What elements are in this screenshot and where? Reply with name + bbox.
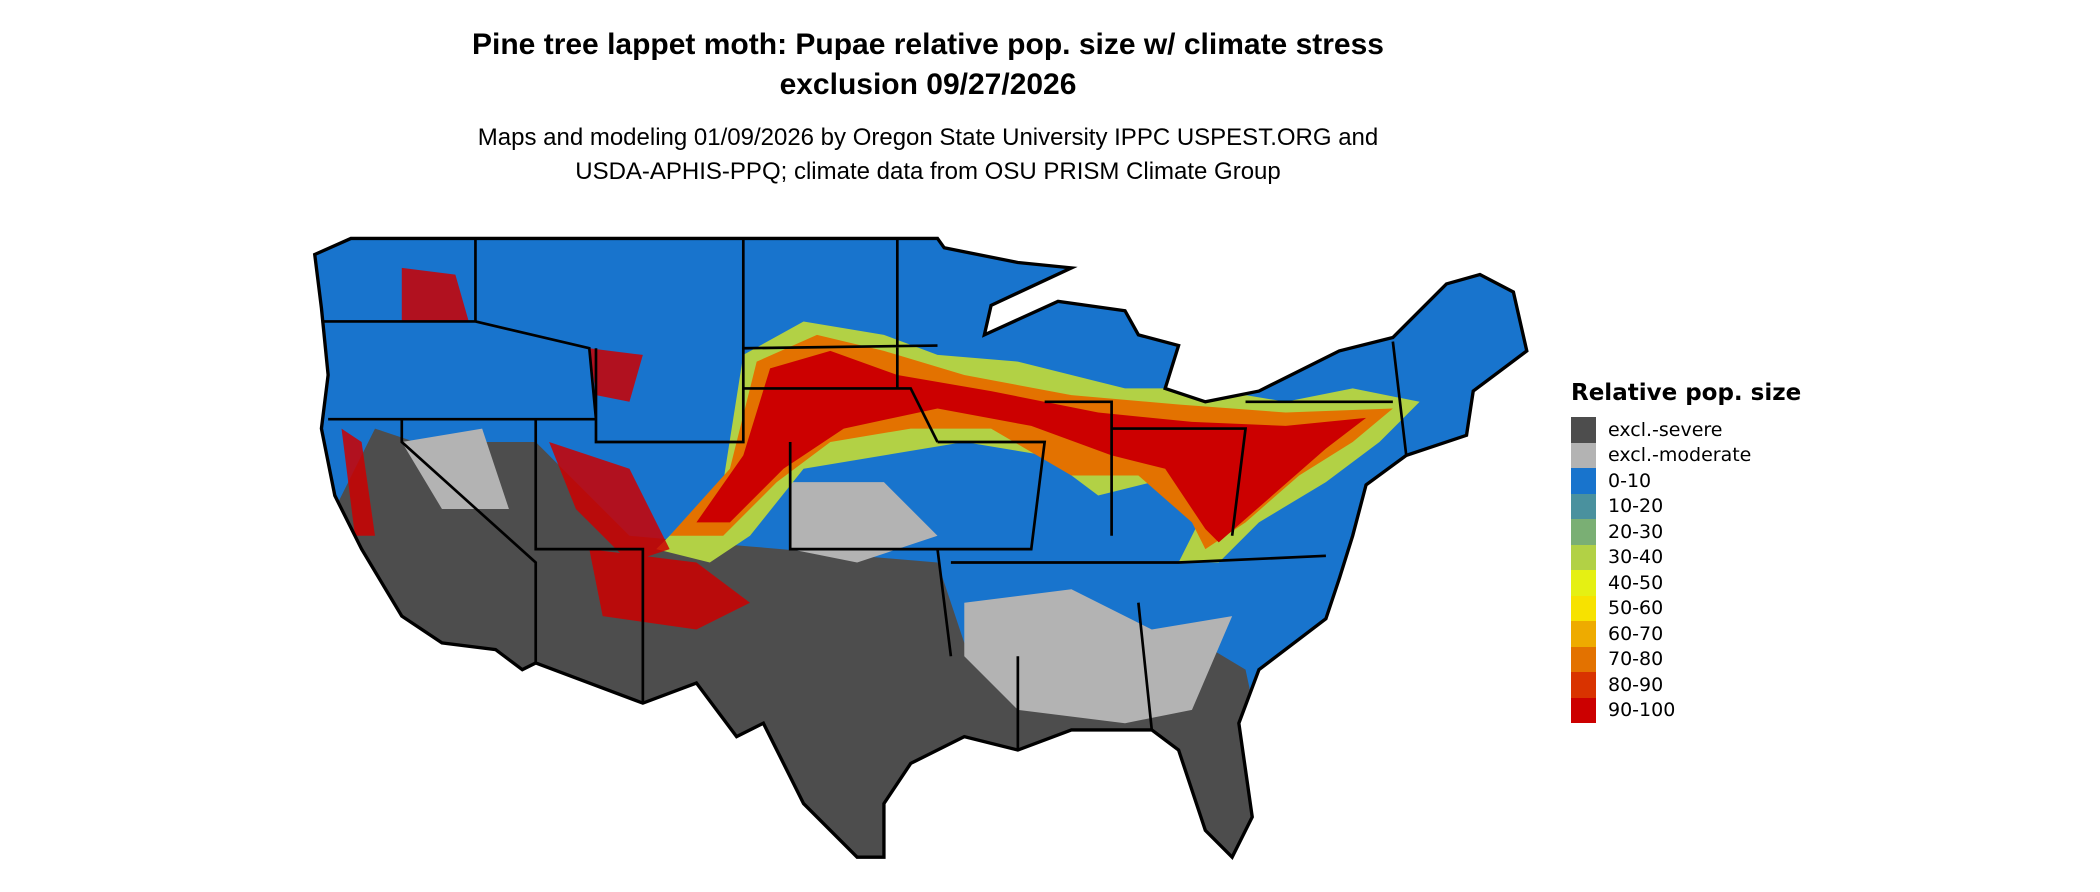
legend-swatch — [1571, 621, 1596, 647]
legend-swatch — [1571, 468, 1596, 494]
legend-label: 70-80 — [1608, 648, 1664, 671]
map-title-line-2: exclusion 09/27/2026 — [779, 68, 1077, 101]
legend-label: excl.-severe — [1608, 418, 1723, 441]
region-mountain-hotspots — [341, 267, 750, 630]
legend-swatch — [1571, 595, 1596, 621]
legend-item: 10-20 — [1571, 493, 1801, 519]
map-title-line-1: Pine tree lappet moth: Pupae relative po… — [472, 28, 1384, 61]
legend-item: 90-100 — [1571, 697, 1801, 723]
legend-swatch — [1571, 544, 1596, 570]
legend-label: 60-70 — [1608, 622, 1664, 645]
legend-label: excl.-moderate — [1608, 444, 1752, 467]
region-90-100 — [696, 350, 1367, 543]
region-excl-moderate — [401, 428, 1233, 724]
legend-item: 40-50 — [1571, 570, 1801, 596]
legend-label: 80-90 — [1608, 673, 1664, 696]
legend-swatch — [1571, 442, 1596, 468]
legend: Relative pop. size excl.-severe excl.-mod… — [1571, 380, 1801, 723]
legend-swatch — [1571, 570, 1596, 596]
legend-item: 20-30 — [1571, 519, 1801, 545]
legend-item: excl.-severe — [1571, 417, 1801, 443]
subtitle-line-1: Maps and modeling 01/09/2026 by Oregon S… — [477, 124, 1379, 151]
legend-label: 0-10 — [1608, 469, 1652, 492]
legend-label: 10-20 — [1608, 495, 1664, 518]
legend-swatch — [1571, 697, 1596, 723]
legend-item: 80-90 — [1571, 672, 1801, 698]
legend-swatch — [1571, 519, 1596, 545]
legend-label: 50-60 — [1608, 597, 1664, 620]
legend-swatch — [1571, 417, 1596, 443]
legend-item: 0-10 — [1571, 468, 1801, 494]
legend-item: 60-70 — [1571, 621, 1801, 647]
legend-swatch — [1571, 646, 1596, 672]
state-borders — [321, 238, 1408, 751]
subtitle-line-2: USDA-APHIS-PPQ; climate data from OSU PR… — [575, 158, 1281, 185]
legend-item: 70-80 — [1571, 646, 1801, 672]
legend-swatch — [1571, 672, 1596, 698]
legend-title: Relative pop. size — [1571, 380, 1802, 406]
legend-item: 30-40 — [1571, 544, 1801, 570]
legend-item: 50-60 — [1571, 595, 1801, 621]
legend-item: excl.-moderate — [1571, 442, 1801, 468]
legend-label: 90-100 — [1608, 699, 1676, 722]
legend-label: 30-40 — [1608, 546, 1664, 569]
legend-swatch — [1571, 493, 1596, 519]
legend-label: 20-30 — [1608, 520, 1664, 543]
legend-label: 40-50 — [1608, 571, 1664, 594]
